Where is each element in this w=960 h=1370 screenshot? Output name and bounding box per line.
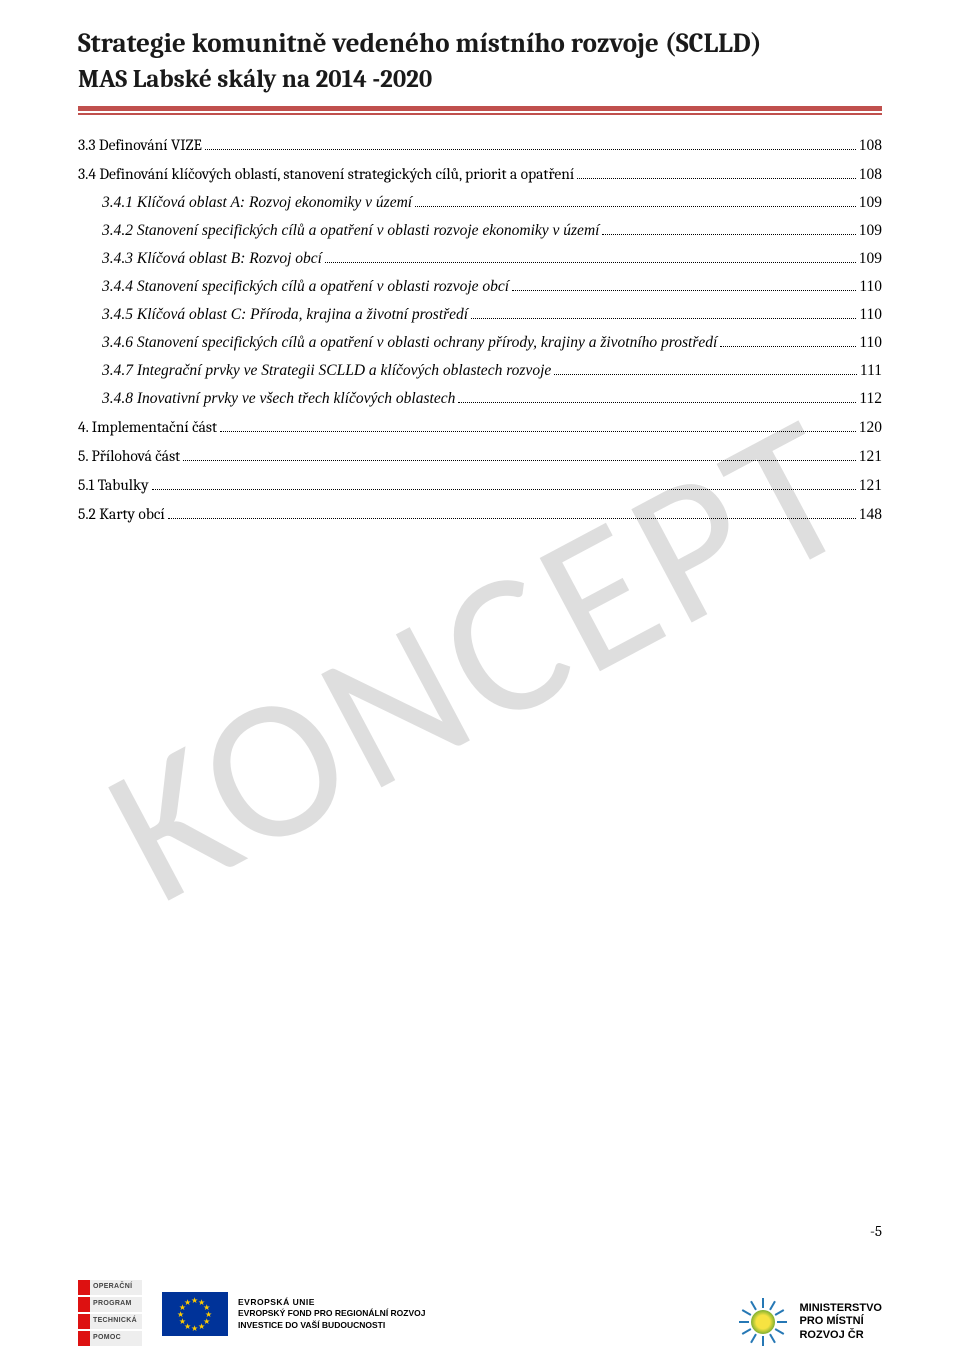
- toc-row: 3.4.5 Klíčová oblast C: Příroda, krajina…: [78, 303, 882, 327]
- mmr-sun-icon: [737, 1296, 789, 1348]
- doc-title-sub: MAS Labské skály na 2014 -2020: [78, 65, 882, 94]
- toc-leader-dots: [325, 262, 856, 263]
- toc-page: 148: [859, 503, 882, 527]
- toc-label: 3.4.3 Klíčová oblast B: Rozvoj obcí: [102, 247, 322, 271]
- mmr-line2: PRO MÍSTNÍ: [799, 1315, 882, 1328]
- toc-leader-dots: [512, 290, 856, 291]
- toc-row: 3.3 Definování VIZE 108: [78, 133, 882, 158]
- toc-label: 5.1 Tabulky: [78, 473, 149, 497]
- toc-label: 3.4.1 Klíčová oblast A: Rozvoj ekonomiky…: [102, 191, 412, 215]
- toc-page: 108: [859, 134, 882, 158]
- toc-page: 121: [859, 445, 882, 469]
- toc-page: 121: [859, 474, 882, 498]
- toc-leader-dots: [205, 149, 856, 150]
- toc-label: 4. Implementační část: [78, 415, 217, 439]
- toc-row: 5.2 Karty obcí 148: [78, 502, 882, 527]
- toc-label: 3.3 Definování VIZE: [78, 133, 202, 157]
- logo-mmr: MINISTERSTVO PRO MÍSTNÍ ROZVOJ ČR: [737, 1296, 882, 1348]
- toc-leader-dots: [458, 402, 856, 403]
- eu-line3: INVESTICE DO VAŠÍ BUDOUCNOSTI: [238, 1320, 426, 1331]
- title-rule: [78, 106, 882, 115]
- op-line: OPERAČNÍ: [90, 1280, 142, 1295]
- table-of-contents: 3.3 Definování VIZE 108 3.4 Definování klí…: [78, 133, 882, 527]
- toc-label: 5. Přílohová část: [78, 444, 180, 468]
- doc-title-main: Strategie komunitně vedeného místního ro…: [78, 28, 882, 59]
- toc-page: 109: [859, 219, 882, 243]
- toc-page: 110: [859, 303, 882, 327]
- toc-row: 3.4.6 Stanovení specifických cílů a opat…: [78, 331, 882, 355]
- toc-label: 3.4.2 Stanovení specifických cílů a opat…: [102, 219, 599, 243]
- toc-leader-dots: [471, 318, 856, 319]
- toc-row: 3.4.3 Klíčová oblast B: Rozvoj obcí 109: [78, 247, 882, 271]
- mmr-line3: ROZVOJ ČR: [799, 1329, 882, 1342]
- toc-label: 5.2 Karty obcí: [78, 502, 165, 526]
- toc-label: 3.4.4 Stanovení specifických cílů a opat…: [102, 275, 509, 299]
- toc-leader-dots: [602, 234, 855, 235]
- logo-operacni-program: OPERAČNÍ PROGRAM TECHNICKÁ POMOC: [78, 1280, 142, 1348]
- toc-page: 109: [859, 191, 882, 215]
- toc-row: 5.1 Tabulky 121: [78, 473, 882, 498]
- toc-page: 109: [859, 247, 882, 271]
- page-content: Strategie komunitně vedeného místního ro…: [0, 0, 960, 527]
- toc-page: 108: [859, 163, 882, 187]
- logo-eu: ★★★★★★★★★★★★ EVROPSKÁ UNIE EVROPSKÝ FOND…: [156, 1280, 426, 1348]
- toc-leader-dots: [720, 346, 856, 347]
- toc-leader-dots: [220, 431, 856, 432]
- toc-page: 112: [859, 387, 882, 411]
- mmr-line1: MINISTERSTVO: [799, 1302, 882, 1315]
- toc-page: 110: [859, 331, 882, 355]
- op-line: POMOC: [90, 1331, 142, 1346]
- toc-row: 5. Přílohová část 121: [78, 444, 882, 469]
- toc-row: 4. Implementační část 120: [78, 415, 882, 440]
- toc-label: 3.4.7 Integrační prvky ve Strategii SCLL…: [102, 359, 551, 383]
- op-line: PROGRAM: [90, 1297, 142, 1312]
- toc-leader-dots: [554, 374, 857, 375]
- op-line: TECHNICKÁ: [90, 1314, 142, 1329]
- toc-leader-dots: [152, 489, 856, 490]
- toc-page: 110: [859, 275, 882, 299]
- toc-label: 3.4.8 Inovativní prvky ve všech třech kl…: [102, 387, 455, 411]
- toc-page: 120: [859, 416, 882, 440]
- page-number: -5: [870, 1222, 882, 1240]
- toc-row: 3.4.8 Inovativní prvky ve všech třech kl…: [78, 387, 882, 411]
- toc-leader-dots: [415, 206, 856, 207]
- footer-logos-left: OPERAČNÍ PROGRAM TECHNICKÁ POMOC ★★★★★★★…: [78, 1280, 426, 1348]
- mmr-text: MINISTERSTVO PRO MÍSTNÍ ROZVOJ ČR: [799, 1302, 882, 1342]
- toc-label: 3.4.6 Stanovení specifických cílů a opat…: [102, 331, 717, 355]
- toc-label: 3.4 Definování klíčových oblastí, stanov…: [78, 162, 574, 186]
- toc-page: 111: [860, 359, 882, 383]
- toc-row: 3.4 Definování klíčových oblastí, stanov…: [78, 162, 882, 187]
- eu-text: EVROPSKÁ UNIE EVROPSKÝ FOND PRO REGIONÁL…: [238, 1297, 426, 1331]
- eu-flag-icon: ★★★★★★★★★★★★: [162, 1292, 228, 1336]
- toc-leader-dots: [183, 460, 856, 461]
- toc-row: 3.4.1 Klíčová oblast A: Rozvoj ekonomiky…: [78, 191, 882, 215]
- toc-leader-dots: [168, 518, 856, 519]
- eu-line2: EVROPSKÝ FOND PRO REGIONÁLNÍ ROZVOJ: [238, 1308, 426, 1319]
- eu-line1: EVROPSKÁ UNIE: [238, 1297, 426, 1308]
- toc-leader-dots: [577, 178, 856, 179]
- toc-row: 3.4.7 Integrační prvky ve Strategii SCLL…: [78, 359, 882, 383]
- toc-label: 3.4.5 Klíčová oblast C: Příroda, krajina…: [102, 303, 468, 327]
- toc-row: 3.4.4 Stanovení specifických cílů a opat…: [78, 275, 882, 299]
- toc-row: 3.4.2 Stanovení specifických cílů a opat…: [78, 219, 882, 243]
